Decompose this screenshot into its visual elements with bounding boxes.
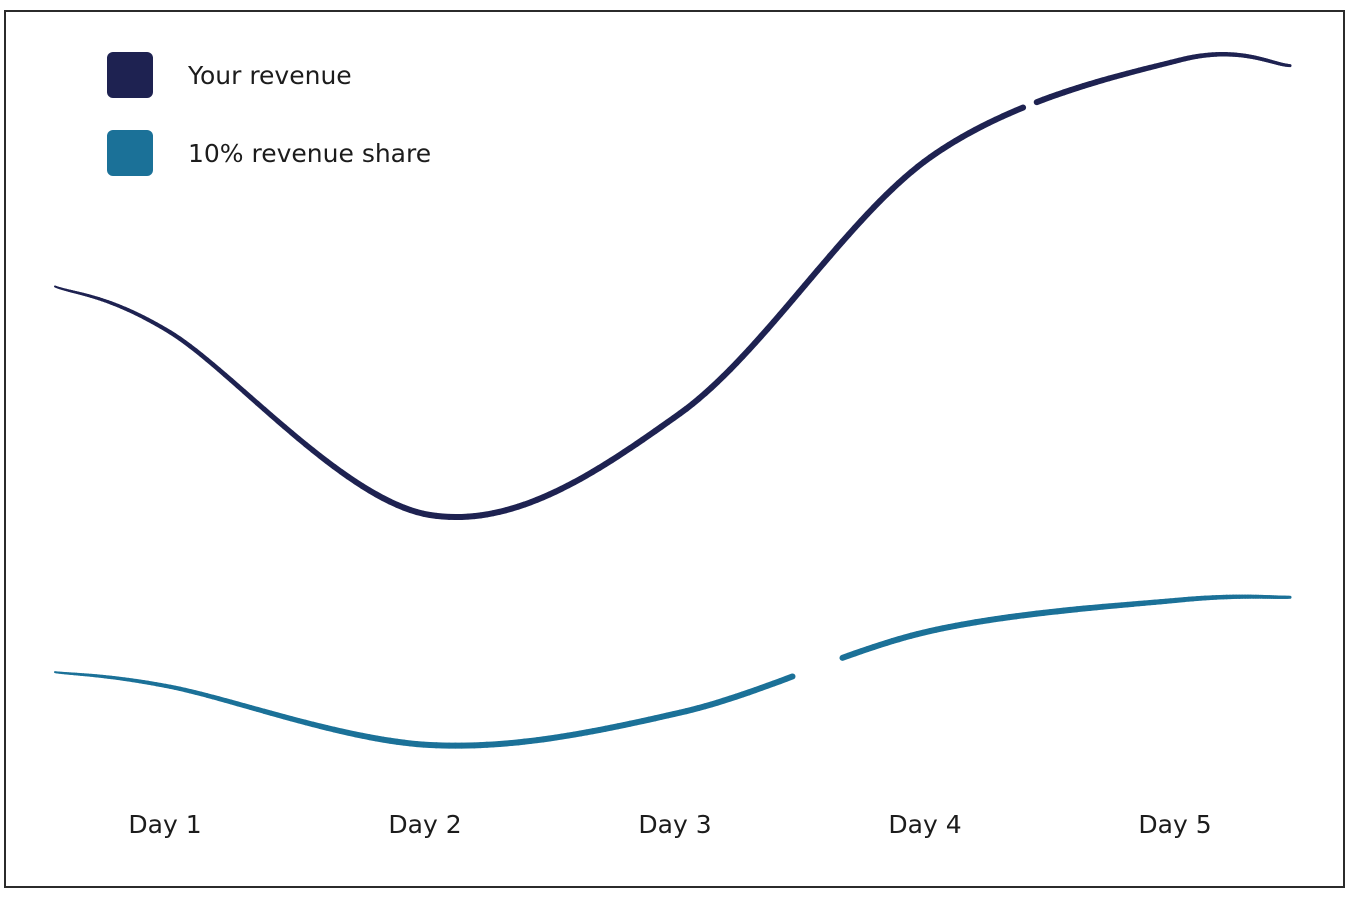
legend-label-1: Your revenue (187, 61, 352, 90)
series-1-segment (1013, 104, 1027, 114)
legend-swatch-1 (107, 52, 153, 98)
series-lines (54, 51, 1292, 749)
legend-label-2: 10% revenue share (188, 139, 431, 168)
legend: Your revenue 10% revenue share (107, 52, 431, 176)
legend-swatch-2 (107, 130, 153, 176)
chart-frame (4, 10, 1345, 888)
series-2-segment (783, 673, 796, 682)
x-tick-label-3: Day 3 (638, 810, 711, 839)
x-tick-label-5: Day 5 (1138, 810, 1211, 839)
x-tick-label-1: Day 1 (128, 810, 201, 839)
x-axis-ticks: Day 1 Day 2 Day 3 Day 4 Day 5 (128, 810, 1211, 839)
x-tick-label-4: Day 4 (888, 810, 961, 839)
x-tick-label-2: Day 2 (388, 810, 461, 839)
